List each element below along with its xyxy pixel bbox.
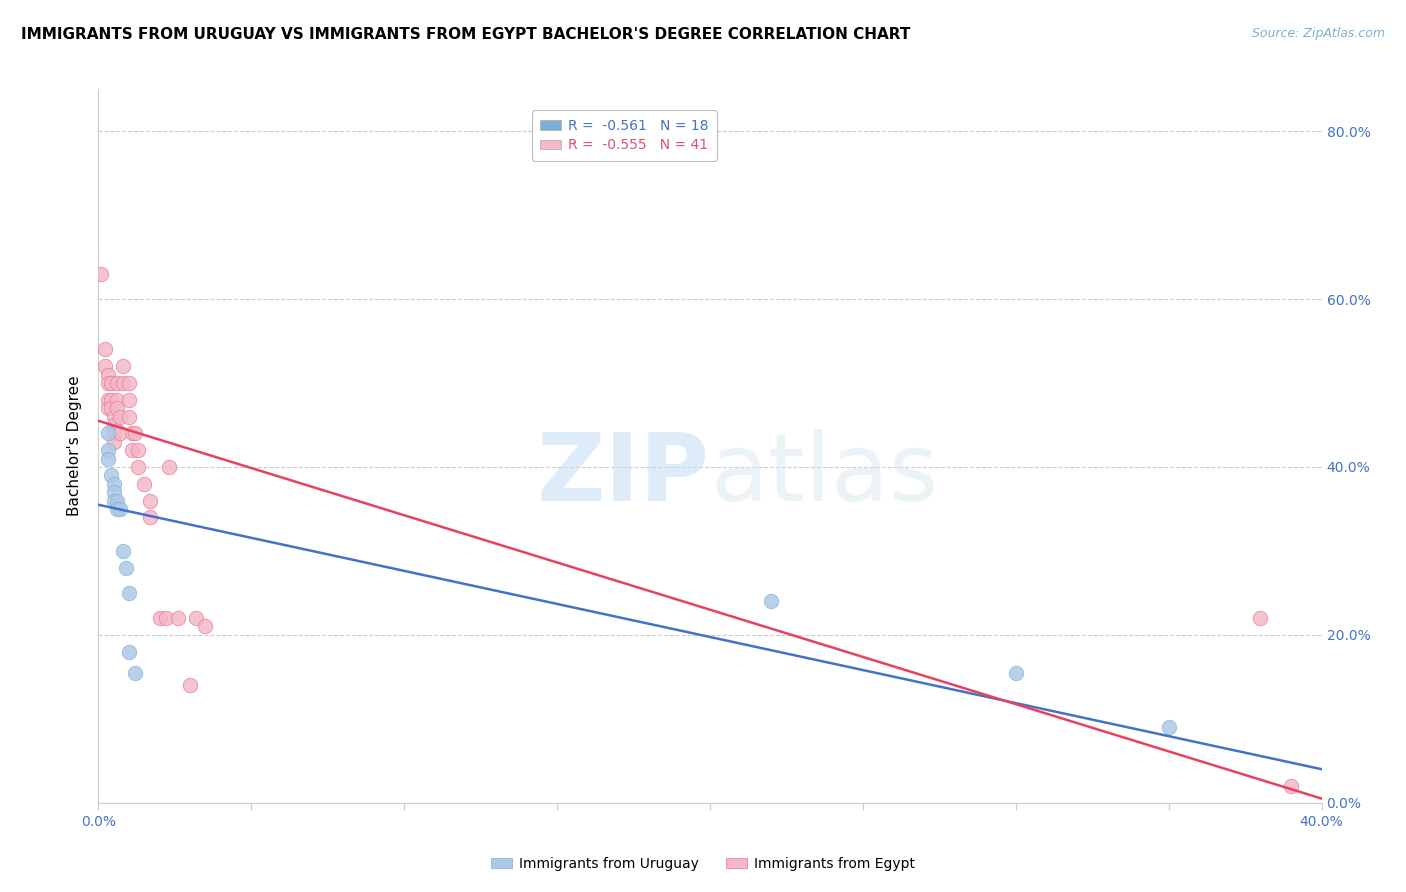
- Point: [127, 460, 149, 475]
- Y-axis label: Bachelor's Degree: Bachelor's Degree: [67, 376, 83, 516]
- Point: [1249, 611, 1271, 625]
- Point: [103, 426, 125, 441]
- Point: [127, 443, 149, 458]
- Point: [97, 426, 120, 441]
- Point: [105, 502, 128, 516]
- Point: [103, 476, 125, 491]
- Point: [124, 665, 146, 680]
- Point: [97, 443, 120, 458]
- Point: [121, 443, 143, 458]
- Text: Source: ZipAtlas.com: Source: ZipAtlas.com: [1251, 27, 1385, 40]
- Legend: R =  -0.561   N = 18, R =  -0.555   N = 41: R = -0.561 N = 18, R = -0.555 N = 41: [531, 111, 717, 161]
- Point: [97, 368, 120, 382]
- Point: [105, 493, 128, 508]
- Point: [105, 392, 128, 407]
- Point: [97, 392, 120, 407]
- Point: [93, 359, 115, 374]
- Point: [100, 376, 122, 390]
- Point: [93, 343, 115, 357]
- Point: [179, 678, 201, 692]
- Point: [1279, 779, 1302, 793]
- Point: [97, 451, 120, 466]
- Point: [149, 611, 172, 625]
- Point: [105, 401, 128, 416]
- Point: [1004, 665, 1026, 680]
- Point: [97, 376, 120, 390]
- Text: IMMIGRANTS FROM URUGUAY VS IMMIGRANTS FROM EGYPT BACHELOR'S DEGREE CORRELATION C: IMMIGRANTS FROM URUGUAY VS IMMIGRANTS FR…: [21, 27, 911, 42]
- Point: [100, 392, 122, 407]
- Point: [134, 476, 156, 491]
- Point: [186, 611, 208, 625]
- Legend: Immigrants from Uruguay, Immigrants from Egypt: Immigrants from Uruguay, Immigrants from…: [485, 851, 921, 876]
- Point: [90, 267, 112, 281]
- Point: [103, 434, 125, 449]
- Point: [108, 426, 131, 441]
- Point: [157, 460, 180, 475]
- Point: [111, 376, 134, 390]
- Point: [155, 611, 177, 625]
- Point: [103, 485, 125, 500]
- Point: [111, 359, 134, 374]
- Point: [103, 409, 125, 424]
- Point: [124, 426, 146, 441]
- Point: [100, 468, 122, 483]
- Point: [139, 493, 162, 508]
- Point: [118, 376, 141, 390]
- Text: atlas: atlas: [710, 428, 938, 521]
- Point: [118, 645, 141, 659]
- Point: [121, 426, 143, 441]
- Point: [118, 586, 141, 600]
- Point: [118, 392, 141, 407]
- Point: [100, 401, 122, 416]
- Text: ZIP: ZIP: [537, 428, 710, 521]
- Point: [103, 493, 125, 508]
- Point: [111, 544, 134, 558]
- Point: [139, 510, 162, 524]
- Point: [105, 376, 128, 390]
- Point: [1157, 720, 1180, 734]
- Point: [108, 502, 131, 516]
- Point: [118, 409, 141, 424]
- Point: [759, 594, 782, 608]
- Point: [115, 560, 138, 574]
- Point: [108, 409, 131, 424]
- Point: [194, 619, 217, 633]
- Point: [103, 417, 125, 432]
- Point: [97, 401, 120, 416]
- Point: [167, 611, 190, 625]
